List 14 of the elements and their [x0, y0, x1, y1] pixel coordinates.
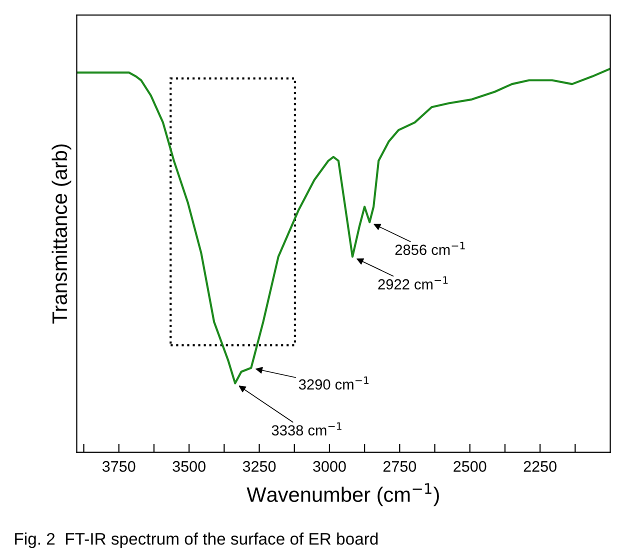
x-tick-label: 2500 [454, 461, 486, 472]
x-tick-label: 2750 [383, 461, 416, 472]
annotation: 2922 cm$^{−1}$ [378, 276, 448, 290]
x-tick-label: 3500 [172, 461, 206, 472]
x-tick-label: 3250 [242, 461, 276, 472]
x-axis-title: Wavenumber (cm$^{−1}$) [246, 483, 439, 506]
y-axis-title: Transmittance (arb) [52, 144, 72, 324]
annotation: 3338 cm$^{−1}$ [272, 422, 342, 436]
x-tick-label: 3000 [313, 461, 346, 472]
annotation: 2856 cm$^{−1}$ [395, 242, 465, 255]
caption: Fig. 2 FT-IR spectrum of the surface of ER board [15, 532, 378, 548]
x-tick-label: 3750 [102, 461, 136, 472]
annotation: 3290 cm$^{−1}$ [298, 376, 369, 390]
x-tick-label: 2250 [524, 461, 556, 472]
